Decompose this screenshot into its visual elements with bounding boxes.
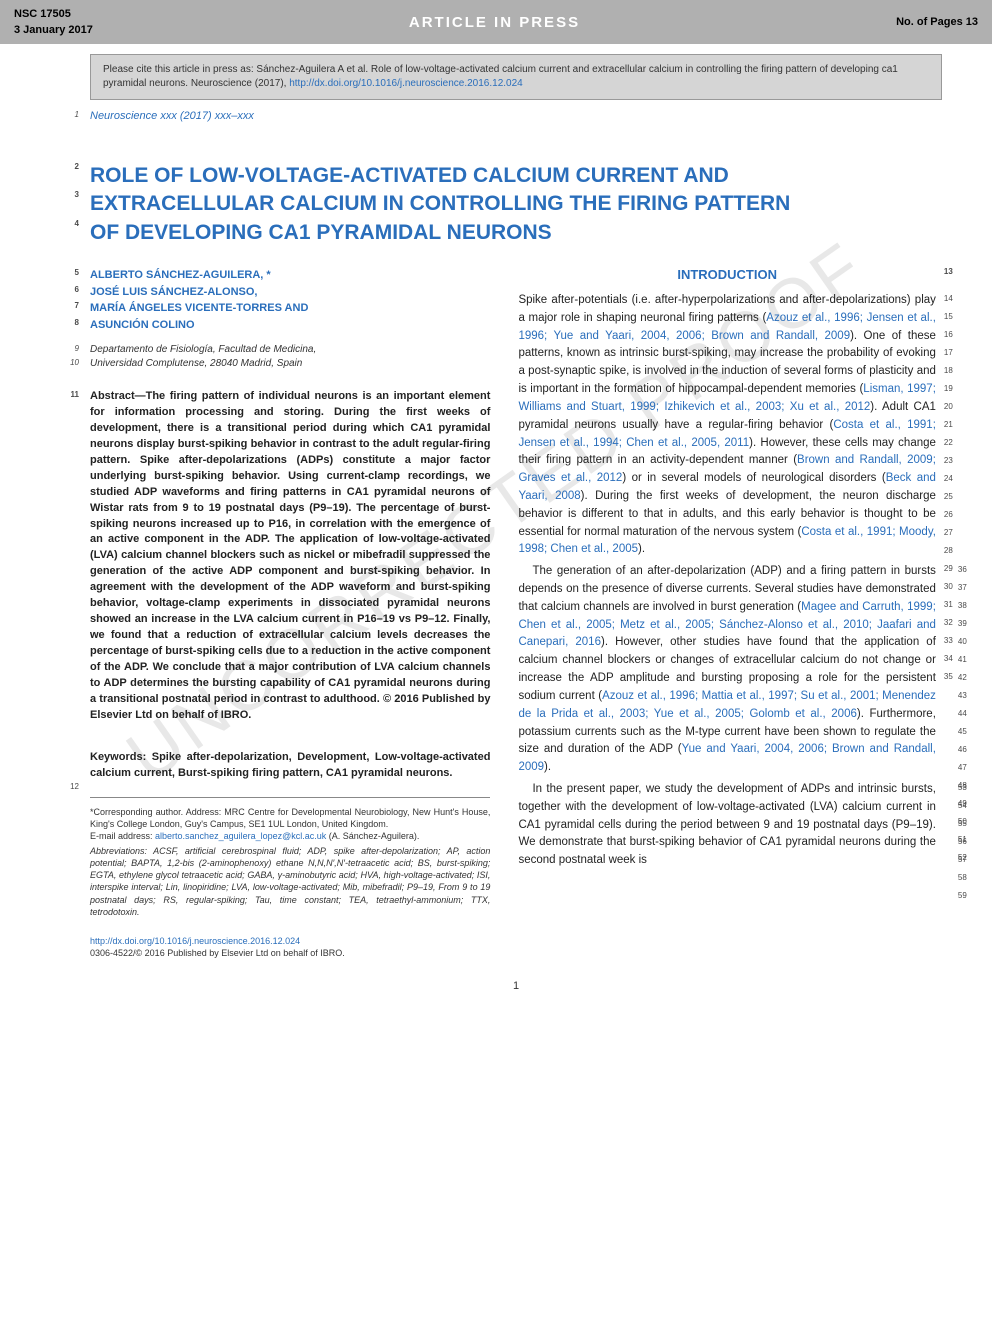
article-title: 2ROLE OF LOW-VOLTAGE-ACTIVATED CALCIUM C… (90, 162, 942, 247)
header-status: ARTICLE IN PRESS (409, 14, 580, 31)
line-number: 6 (55, 284, 79, 296)
line-number: 23 (944, 455, 968, 467)
line-number: 42 (944, 672, 968, 684)
line-number: 55 (944, 818, 968, 830)
line-number: 57 (944, 854, 968, 866)
footnote-block: *Corresponding author. Address: MRC Cent… (90, 806, 490, 918)
line-number: 36 (944, 564, 968, 576)
header-pages: No. of Pages 13 (896, 16, 978, 28)
copyright: 0306-4522/© 2016 Published by Elsevier L… (90, 948, 942, 958)
line-number: 59 (944, 890, 968, 902)
line-number: 45 (944, 726, 968, 738)
line-number: 1 (55, 110, 79, 119)
line-number: 38 (944, 600, 968, 612)
header-bar: NSC 17505 3 January 2017 ARTICLE IN PRES… (0, 0, 992, 44)
line-number: 28 (944, 545, 968, 557)
line-number: 39 (944, 618, 968, 630)
line-number: 12 (55, 782, 79, 791)
line-number: 11 (55, 389, 79, 401)
citation-box: Please cite this article in press as: Sá… (90, 54, 942, 100)
abstract: 11 Abstract—The firing pattern of indivi… (90, 389, 490, 724)
line-number: 3 (55, 190, 79, 201)
line-number: 13 (944, 267, 968, 276)
citation-doi-link[interactable]: http://dx.doi.org/10.1016/j.neuroscience… (289, 78, 523, 89)
corresponding-author: *Corresponding author. Address: MRC Cent… (90, 806, 490, 830)
abbreviations: Abbreviations: ACSF, artificial cerebros… (90, 845, 490, 918)
journal-reference: 1 Neuroscience xxx (2017) xxx–xxx (90, 110, 942, 122)
line-number: 5 (55, 267, 79, 279)
line-number: 16 (944, 329, 968, 341)
line-number: 56 (944, 836, 968, 848)
line-number: 21 (944, 419, 968, 431)
line-number: 2 (55, 162, 79, 173)
line-number: 54 (944, 800, 968, 812)
header-article-id: NSC 17505 (14, 8, 93, 20)
line-number: 53 (944, 782, 968, 794)
doi-link[interactable]: http://dx.doi.org/10.1016/j.neuroscience… (90, 936, 942, 946)
line-number: 18 (944, 365, 968, 377)
line-number: 26 (944, 509, 968, 521)
intro-paragraph-3: 53 54 55 56 57 58 59 In the present pape… (518, 781, 935, 870)
email-label: E-mail address: (90, 831, 155, 841)
line-number: 4 (55, 219, 79, 230)
line-number: 44 (944, 708, 968, 720)
line-number: 27 (944, 527, 968, 539)
line-number: 25 (944, 491, 968, 503)
line-number: 24 (944, 473, 968, 485)
line-number: 47 (944, 762, 968, 774)
introduction-heading: 13 INTRODUCTION (518, 267, 935, 282)
line-number: 10 (55, 357, 79, 368)
line-number: 58 (944, 872, 968, 884)
line-number: 19 (944, 383, 968, 395)
line-number: 41 (944, 654, 968, 666)
line-number: 14 (944, 293, 968, 305)
line-number: 43 (944, 690, 968, 702)
keywords: Keywords: Spike after-depolarization, De… (90, 750, 490, 782)
email-link[interactable]: alberto.sanchez_aguilera_lopez@kcl.ac.uk (155, 831, 326, 841)
intro-paragraph-2: 36 37 38 39 40 41 42 43 44 45 46 47 48 4… (518, 563, 935, 777)
line-number: 20 (944, 401, 968, 413)
line-number: 8 (55, 317, 79, 329)
header-date: 3 January 2017 (14, 24, 93, 36)
line-number: 17 (944, 347, 968, 359)
affiliation: 9Departamento de Fisiología, Facultad de… (90, 343, 490, 371)
line-number: 46 (944, 744, 968, 756)
line-number: 9 (55, 343, 79, 354)
line-number: 7 (55, 300, 79, 312)
authors-block: 5ALBERTO SÁNCHEZ-AGUILERA, * 6JOSÉ LUIS … (90, 267, 490, 333)
line-number: 40 (944, 636, 968, 648)
page-number: 1 (90, 980, 942, 992)
intro-paragraph-1: 14 15 16 17 18 19 20 21 22 23 24 25 26 2… (518, 292, 935, 559)
line-number: 37 (944, 582, 968, 594)
email-suffix: (A. Sánchez-Aguilera). (329, 831, 420, 841)
line-number: 15 (944, 311, 968, 323)
line-number: 22 (944, 437, 968, 449)
divider (90, 797, 490, 798)
